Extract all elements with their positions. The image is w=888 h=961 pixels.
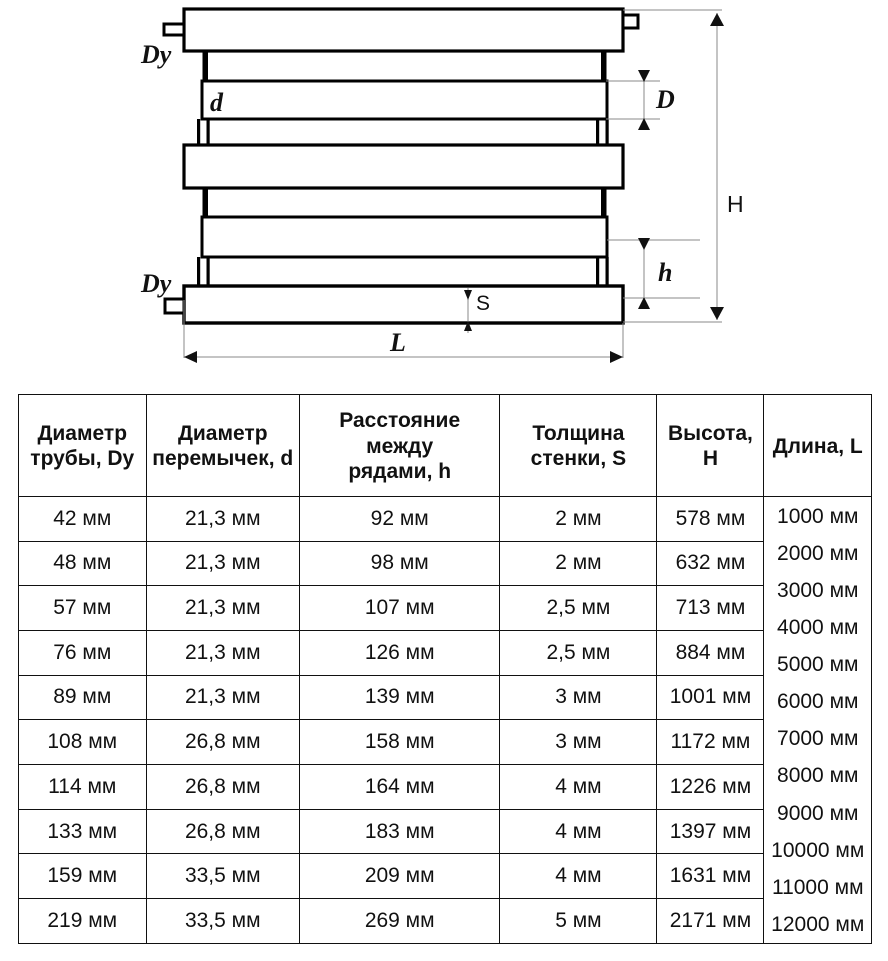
svg-text:h: h: [658, 258, 672, 287]
svg-text:H: H: [727, 191, 744, 217]
svg-text:Dy: Dy: [140, 269, 172, 298]
svg-text:S: S: [476, 292, 490, 315]
svg-text:d: d: [210, 88, 224, 117]
svg-text:Dy: Dy: [140, 40, 172, 69]
svg-text:L: L: [389, 328, 406, 357]
svg-text:D: D: [655, 85, 675, 114]
